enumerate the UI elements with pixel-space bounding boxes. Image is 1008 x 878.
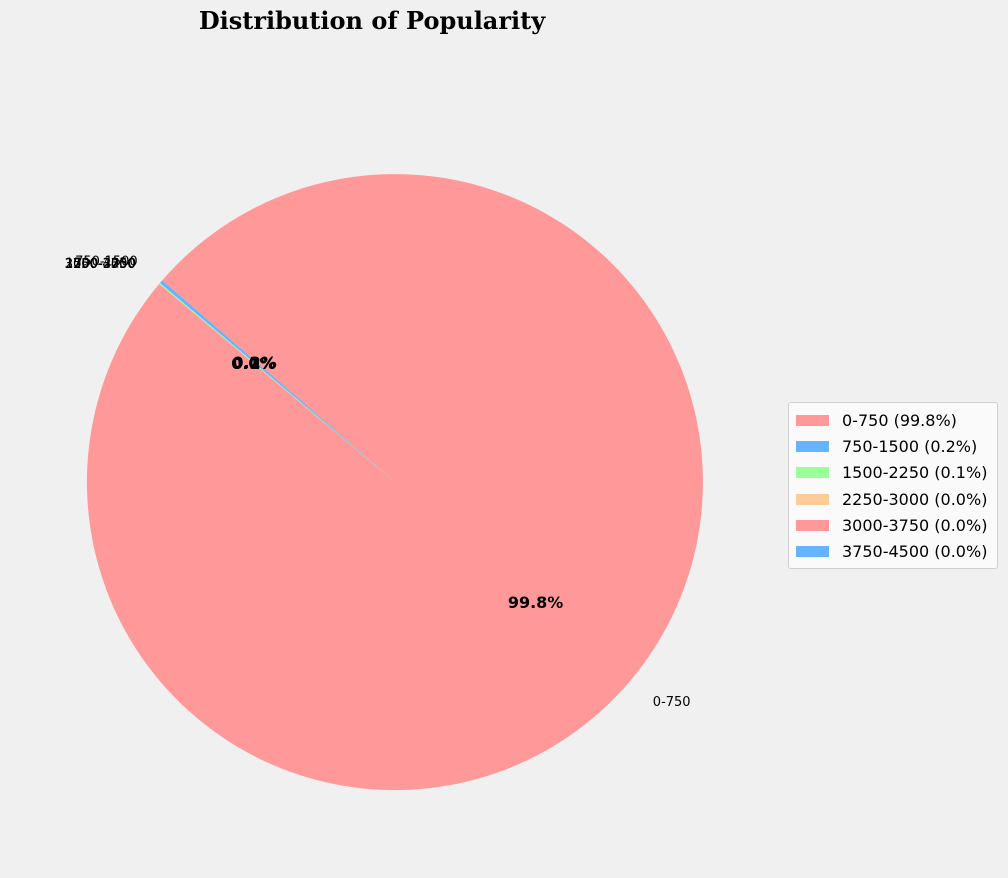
pie-slice-0-750 (86, 174, 703, 791)
slice-label: 3750-4500 (65, 257, 136, 272)
slice-label: 3000-3750 (65, 257, 136, 272)
slice-percent-label: 99.8% (508, 593, 564, 612)
legend-item: 3000-3750 (0.0%) (789, 512, 997, 538)
legend-item: 750-1500 (0.2%) (789, 433, 997, 459)
legend-label: 0-750 (99.8%) (842, 410, 957, 430)
slice-percent-label: 0.0% (231, 354, 275, 373)
legend-swatch (796, 440, 829, 452)
slice-percent-label: 0.2% (232, 353, 276, 372)
legend-label: 3000-3750 (0.0%) (842, 515, 988, 535)
slice-label: 0-750 (653, 695, 691, 710)
pie-slice-3000-3750 (159, 283, 395, 482)
legend-swatch (796, 519, 829, 531)
legend-item: 3750-4500 (0.0%) (789, 538, 997, 564)
slice-label: 1500-2250 (65, 257, 136, 272)
slice-labels: 0-750 750-15001500-22502250-30003000-3750… (65, 255, 691, 710)
pie-slice-3750-4500 (159, 283, 395, 482)
chart-title: Distribution of Popularity (199, 6, 546, 35)
pie-slice-2250-3000 (159, 283, 395, 482)
legend-label: 750-1500 (0.2%) (842, 436, 978, 456)
slice-label: 2250-3000 (65, 257, 136, 272)
legend-swatch (796, 414, 829, 426)
slice-percent-label: 0.0% (231, 354, 275, 373)
pie-slice-1500-2250 (159, 282, 395, 482)
legend-swatch (796, 546, 829, 558)
legend: 0-750 (99.8%) 750-1500 (0.2%) 1500-2250 … (788, 402, 998, 569)
legend-label: 3750-4500 (0.0%) (842, 542, 988, 562)
legend-item: 2250-3000 (0.0%) (789, 486, 997, 512)
legend-swatch (796, 493, 829, 505)
slice-percent-label: 0.1% (232, 354, 276, 373)
legend-label: 2250-3000 (0.0%) (842, 489, 988, 509)
pie-slice-750-1500 (159, 280, 395, 482)
percent-labels: 99.8%0.2%0.1%0.0%0.0%0.0% (231, 353, 563, 612)
pie-slices (86, 174, 703, 791)
legend-label: 1500-2250 (0.1%) (842, 463, 988, 483)
legend-item: 0-750 (99.8%) (789, 407, 997, 433)
slice-percent-label: 0.0% (231, 354, 275, 373)
slice-label: 750-1500 (75, 255, 138, 270)
legend-item: 1500-2250 (0.1%) (789, 460, 997, 486)
legend-swatch (796, 467, 829, 479)
